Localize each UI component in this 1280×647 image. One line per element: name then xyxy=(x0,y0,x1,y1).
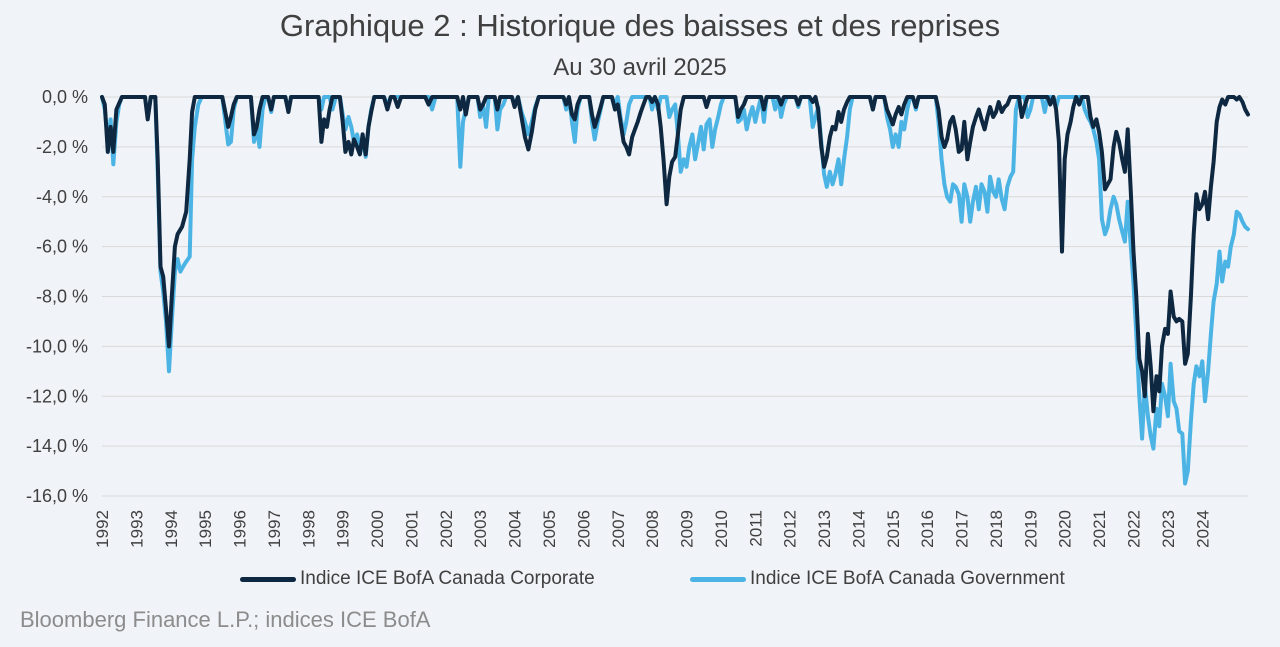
x-tick-label: 1996 xyxy=(231,510,250,548)
y-tick-label: -12,0 % xyxy=(26,386,88,406)
legend-label-corporate: Indice ICE BofA Canada Corporate xyxy=(300,568,595,589)
x-tick-label: 1999 xyxy=(334,510,353,548)
x-tick-label: 2004 xyxy=(506,510,525,548)
series-line-corporate xyxy=(100,95,1250,414)
chart-title: Graphique 2 : Historique des baisses et … xyxy=(279,8,1001,43)
x-tick-label: 2013 xyxy=(815,510,834,548)
legend-swatch-corporate xyxy=(240,576,296,582)
x-tick-label: 1994 xyxy=(162,510,181,548)
x-tick-label: 2011 xyxy=(746,510,765,547)
y-tick-label: 0,0 % xyxy=(42,87,88,107)
legend-item-government: Indice ICE BofA Canada Government xyxy=(690,568,1065,590)
x-tick-label: 2020 xyxy=(1056,510,1075,548)
series-lines xyxy=(100,95,1250,486)
x-tick-label: 2024 xyxy=(1193,510,1212,548)
x-tick-label: 2021 xyxy=(1090,510,1109,548)
x-tick-label: 2023 xyxy=(1159,510,1178,548)
y-tick-label: -10,0 % xyxy=(26,336,88,356)
x-tick-label: 2000 xyxy=(368,510,387,548)
chart-subtitle: Au 30 avril 2025 xyxy=(553,54,727,81)
x-tick-label: 2012 xyxy=(781,510,800,548)
y-tick-label: -6,0 % xyxy=(36,237,88,257)
x-tick-label: 2008 xyxy=(643,510,662,548)
x-tick-label: 2010 xyxy=(712,510,731,548)
y-tick-label: -14,0 % xyxy=(26,436,88,456)
x-tick-label: 2001 xyxy=(402,510,421,548)
y-tick-label: -4,0 % xyxy=(36,187,88,207)
legend-item-corporate: Indice ICE BofA Canada Corporate xyxy=(240,568,595,590)
x-tick-label: 2005 xyxy=(540,510,559,548)
x-tick-label: 1997 xyxy=(265,510,284,548)
x-tick-label: 1998 xyxy=(299,510,318,548)
legend: Indice ICE BofA Canada Corporate Indice … xyxy=(0,568,1280,594)
x-tick-label: 1993 xyxy=(127,510,146,548)
y-tick-label: -16,0 % xyxy=(26,486,88,506)
legend-swatch-government xyxy=(690,576,746,582)
x-tick-label: 2002 xyxy=(437,510,456,548)
x-tick-label: 1992 xyxy=(93,510,112,548)
legend-label-government: Indice ICE BofA Canada Government xyxy=(750,568,1065,589)
x-tick-label: 2003 xyxy=(471,510,490,548)
x-axis-ticks: 1992 1993 1994 1995 1996 1997 1998 1999 2000 2001… xyxy=(93,510,1212,548)
x-tick-label: 2016 xyxy=(918,510,937,548)
y-axis-ticks: 0,0 % -2,0 % -4,0 % -6,0 % -8,0 % -10,0 % -12,… xyxy=(26,87,88,506)
y-tick-label: -8,0 % xyxy=(36,287,88,307)
x-tick-label: 2006 xyxy=(574,510,593,548)
x-tick-label: 2009 xyxy=(678,510,697,548)
y-tick-label: -2,0 % xyxy=(36,137,88,157)
x-tick-label: 2022 xyxy=(1125,510,1144,548)
chart-area: 0,0 % -2,0 % -4,0 % -6,0 % -8,0 % -10,0 % -12,… xyxy=(26,87,1250,548)
series-line-government xyxy=(100,95,1250,486)
x-tick-label: 1995 xyxy=(196,510,215,548)
x-tick-label: 2017 xyxy=(953,510,972,548)
x-tick-label: 2014 xyxy=(849,510,868,548)
gridlines xyxy=(102,96,1248,497)
x-tick-label: 2018 xyxy=(987,510,1006,548)
source-note: Bloomberg Finance L.P.; indices ICE BofA xyxy=(20,607,431,632)
x-tick-label: 2015 xyxy=(884,510,903,548)
x-tick-label: 2019 xyxy=(1021,510,1040,548)
x-tick-label: 2007 xyxy=(609,510,628,548)
